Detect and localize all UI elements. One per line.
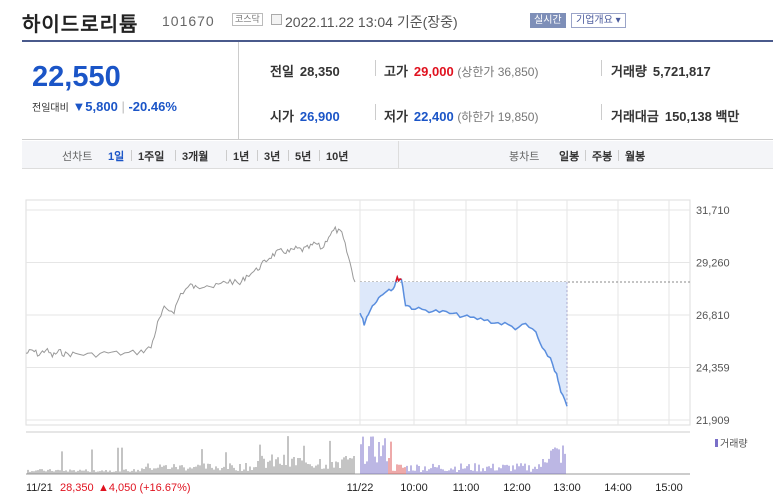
today-area-fill bbox=[360, 277, 567, 407]
period-1w[interactable]: 1주일 bbox=[138, 151, 165, 163]
y-tick-label: 26,810 bbox=[696, 310, 730, 322]
period-3m[interactable]: 3개월 bbox=[182, 151, 209, 163]
change-amount: ▼5,800 bbox=[72, 99, 118, 114]
prev-day-date-label: 11/21 bbox=[26, 482, 53, 494]
high-cell: 고가 29,000 (상한가 36,850) bbox=[384, 64, 539, 79]
quote-datetime: 2022.11.22 13:04 기준(장중) bbox=[285, 14, 458, 30]
price-chart[interactable]: 31,710 29,260 26,810 24,359 21,909 거래량 11/21 28… bbox=[0, 170, 773, 495]
price-change: 전일대비 ▼5,800 | -20.46% bbox=[32, 99, 177, 114]
volume-legend-label: 거래량 bbox=[720, 438, 748, 450]
chart-toolbar: 선차트 1일 1주일 3개월 1년 3년 5년 10년 봉차트 일봉 주봉 월봉 bbox=[22, 141, 773, 169]
period-10y[interactable]: 10년 bbox=[326, 151, 349, 163]
prev-close-cell: 전일 28,350 bbox=[270, 64, 340, 79]
x-tick-label: 11:00 bbox=[453, 482, 480, 494]
low-cell: 저가 22,400 (하한가 19,850) bbox=[384, 109, 539, 124]
price-summary: 22,550 전일대비 ▼5,800 | -20.46% 전일 28,350 시가… bbox=[22, 40, 773, 140]
x-tick-label: 11/22 bbox=[347, 482, 374, 494]
realtime-button[interactable]: 실시간 bbox=[530, 13, 566, 28]
prev-day-close-label: 28,350 bbox=[60, 482, 94, 494]
change-percent: -20.46% bbox=[128, 99, 177, 114]
calendar-icon bbox=[271, 14, 282, 25]
prev-day-price-line bbox=[25, 225, 356, 359]
plot-frame bbox=[25, 199, 691, 426]
y-tick-label: 31,710 bbox=[696, 205, 730, 217]
today-price-line bbox=[359, 274, 568, 407]
period-5y[interactable]: 5년 bbox=[295, 151, 312, 163]
x-tick-label: 13:00 bbox=[553, 482, 581, 494]
today-above-prev-line bbox=[395, 274, 402, 283]
y-tick-label: 29,260 bbox=[696, 258, 730, 270]
stock-code: 101670 bbox=[162, 13, 215, 29]
company-overview-button[interactable]: 기업개요 ▾ bbox=[571, 13, 626, 28]
x-tick-label: 12:00 bbox=[503, 482, 531, 494]
amount-cell: 거래대금 150,138 백만 bbox=[611, 109, 740, 124]
stock-header: 하이드로리튬 101670 코스닥 2022.11.22 13:04 기준(장중… bbox=[0, 0, 773, 40]
x-tick-label: 15:00 bbox=[655, 482, 683, 494]
x-tick-label: 10:00 bbox=[400, 482, 428, 494]
market-badge: 코스닥 bbox=[232, 13, 263, 26]
x-tick-label: 14:00 bbox=[604, 482, 632, 494]
candle-chart-label: 봉차트 bbox=[509, 151, 540, 163]
period-weekly[interactable]: 주봉 bbox=[592, 151, 613, 163]
line-chart-label: 선차트 bbox=[62, 151, 93, 163]
chevron-down-icon: ▾ bbox=[615, 15, 621, 26]
period-1d[interactable]: 1일 bbox=[108, 151, 125, 163]
y-tick-label: 24,359 bbox=[696, 363, 730, 375]
period-daily[interactable]: 일봉 bbox=[559, 151, 580, 163]
volume-legend-swatch bbox=[715, 439, 718, 447]
stock-name: 하이드로리튬 bbox=[22, 14, 139, 36]
current-price: 22,550 bbox=[32, 61, 121, 93]
change-label: 전일대비 bbox=[32, 103, 69, 114]
volume-cell: 거래량 5,721,817 bbox=[611, 64, 711, 79]
period-3y[interactable]: 3년 bbox=[264, 151, 281, 163]
prev-day-change-label: ▲4,050 (+16.67%) bbox=[98, 482, 191, 494]
period-1y[interactable]: 1년 bbox=[233, 151, 250, 163]
open-cell: 시가 26,900 bbox=[270, 109, 340, 124]
y-tick-label: 21,909 bbox=[696, 415, 730, 427]
period-monthly[interactable]: 월봉 bbox=[625, 151, 646, 163]
